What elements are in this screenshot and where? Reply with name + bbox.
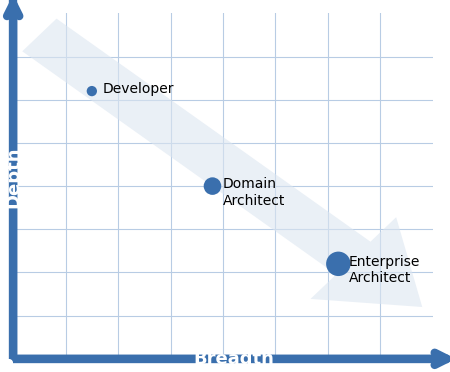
Point xyxy=(88,88,95,94)
Point xyxy=(335,261,342,267)
Text: Breadth: Breadth xyxy=(193,350,274,368)
Text: Developer: Developer xyxy=(102,83,174,96)
Polygon shape xyxy=(22,19,422,307)
Point xyxy=(209,183,216,189)
Text: Depth: Depth xyxy=(4,147,22,208)
Text: Domain
Architect: Domain Architect xyxy=(223,177,285,208)
Text: Enterprise
Architect: Enterprise Architect xyxy=(349,255,420,285)
